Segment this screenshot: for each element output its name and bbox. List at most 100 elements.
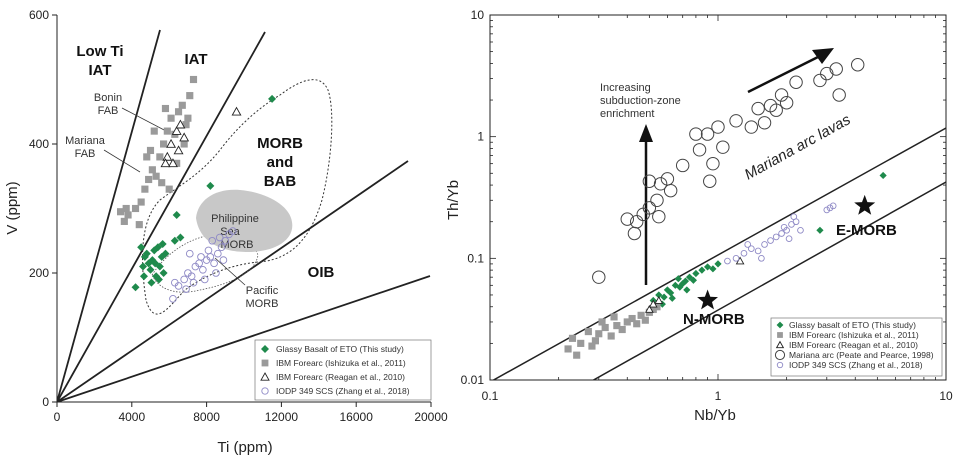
right-point-series-1	[641, 316, 649, 324]
right-point-series-3	[650, 193, 664, 207]
right-point-series-3	[829, 62, 843, 76]
ti-v-diagram: 0 4000 8000 12000 16000 20000 0 200 400 600 Ti (p…	[4, 8, 448, 456]
left-point-series-3	[200, 275, 209, 284]
left-point-series-0	[139, 262, 148, 271]
right-point-series-0	[660, 293, 668, 301]
morb-and-label: and	[267, 154, 294, 171]
left-point-series-0	[147, 278, 156, 287]
left-point-series-1	[143, 153, 151, 161]
n-morb-label: N-MORB	[683, 311, 745, 328]
right-point-series-0	[683, 286, 691, 294]
subduction-label-3: enrichment	[600, 108, 654, 120]
right-point-series-1	[573, 351, 581, 359]
right-point-series-1	[633, 320, 641, 328]
right-point-series-4	[724, 257, 731, 265]
pacific-label: Pacific	[246, 285, 279, 297]
low-ti-iat-label: IAT	[88, 62, 111, 79]
left-point-series-1	[117, 208, 125, 216]
left-point-series-3	[217, 243, 226, 252]
mariana-fab-label: FAB	[75, 148, 96, 160]
right-point-series-1	[601, 323, 609, 332]
pacific-morb-label: MORB	[246, 298, 279, 310]
e-morb-star	[854, 194, 876, 215]
left-point-series-1	[124, 211, 132, 219]
left-point-series-0	[176, 233, 185, 242]
philippine-sea-field	[196, 189, 293, 252]
right-point-series-0	[676, 283, 684, 291]
low-ti-label: Low Ti	[76, 43, 123, 60]
right-point-series-3	[716, 140, 730, 154]
right-data-points	[564, 58, 887, 359]
right-point-series-3	[642, 174, 657, 188]
right-point-series-4	[772, 233, 780, 241]
right-point-series-4	[823, 206, 831, 214]
left-point-series-1	[184, 114, 192, 122]
right-point-series-3	[729, 114, 743, 128]
left-point-series-3	[204, 246, 213, 255]
right-legend-label: IBM Forearc (Ishizuka et al., 2011)	[789, 330, 919, 340]
left-point-series-1	[131, 204, 140, 213]
left-point-series-1	[167, 114, 175, 122]
left-point-series-3	[212, 269, 220, 277]
right-y-tick-label: 0.01	[461, 373, 485, 387]
right-point-series-4	[732, 255, 740, 262]
left-x-tick-label: 12000	[265, 410, 299, 424]
right-x-axis-label: Nb/Yb	[694, 407, 736, 424]
left-point-series-1	[122, 204, 130, 213]
right-point-series-3	[592, 270, 606, 284]
right-point-series-1	[598, 318, 606, 326]
right-point-series-3	[744, 120, 759, 134]
right-y-tick-label: 1	[477, 130, 484, 144]
left-legend-marker	[261, 387, 269, 395]
left-legend: Glassy Basalt of ETO (This study) IBM For…	[254, 339, 432, 401]
subduction-label-1: Increasing	[600, 82, 651, 94]
right-point-series-1	[591, 337, 599, 345]
right-legend-label: IODP 349 SCS (Zhang et al., 2018)	[789, 360, 923, 370]
philippine-label: Philippine	[211, 213, 259, 225]
left-point-series-1	[163, 127, 171, 135]
mantle-array-lower	[592, 181, 946, 380]
right-point-series-0	[658, 300, 666, 308]
right-point-series-0	[668, 294, 676, 302]
left-x-tick-label: 16000	[340, 410, 374, 424]
right-point-series-3	[751, 101, 765, 116]
right-point-series-3	[763, 98, 778, 113]
left-point-series-3	[189, 278, 198, 287]
right-legend-marker	[775, 340, 785, 349]
oib-label: OIB	[308, 264, 335, 281]
right-point-series-3	[789, 75, 803, 89]
right-point-series-3	[703, 174, 717, 188]
left-point-series-1	[173, 159, 181, 167]
right-point-series-0	[671, 281, 679, 289]
right-point-series-4	[829, 202, 837, 210]
left-y-axis-label: V (ppm)	[4, 181, 21, 234]
right-x-tick-label: 0.1	[482, 389, 499, 403]
right-legend-marker	[776, 361, 784, 369]
right-point-series-0	[681, 277, 690, 285]
left-point-series-1	[146, 146, 155, 155]
right-point-series-3	[700, 127, 715, 141]
left-x-tick-label: 20000	[414, 410, 448, 424]
right-axis-ticks: 0.1 1 10 0.01 0.1 1 10	[461, 8, 953, 403]
left-point-series-0	[159, 269, 168, 277]
right-point-series-1	[588, 342, 596, 350]
right-x-tick-label: 10	[939, 389, 953, 403]
right-point-series-1	[623, 318, 631, 326]
mariana-leader	[103, 149, 141, 173]
left-y-tick-label: 200	[29, 266, 49, 280]
right-point-series-0	[816, 226, 824, 234]
right-point-series-3	[774, 88, 789, 102]
right-legend-label: IBM Forearc (Reagan et al., 2010)	[789, 340, 918, 350]
right-y-axis-label: Th/Yb	[445, 180, 462, 220]
right-point-series-3	[851, 58, 865, 72]
mantle-array	[492, 127, 946, 380]
left-x-tick-label: 4000	[118, 410, 145, 424]
right-point-series-0	[879, 171, 887, 180]
left-point-series-3	[169, 294, 177, 303]
right-legend-marker	[774, 349, 786, 361]
left-point-series-2	[173, 145, 184, 155]
right-point-series-4	[767, 237, 774, 244]
right-point-series-3	[813, 73, 827, 88]
ratio-line-20	[57, 31, 266, 402]
left-point-series-1	[141, 185, 149, 193]
